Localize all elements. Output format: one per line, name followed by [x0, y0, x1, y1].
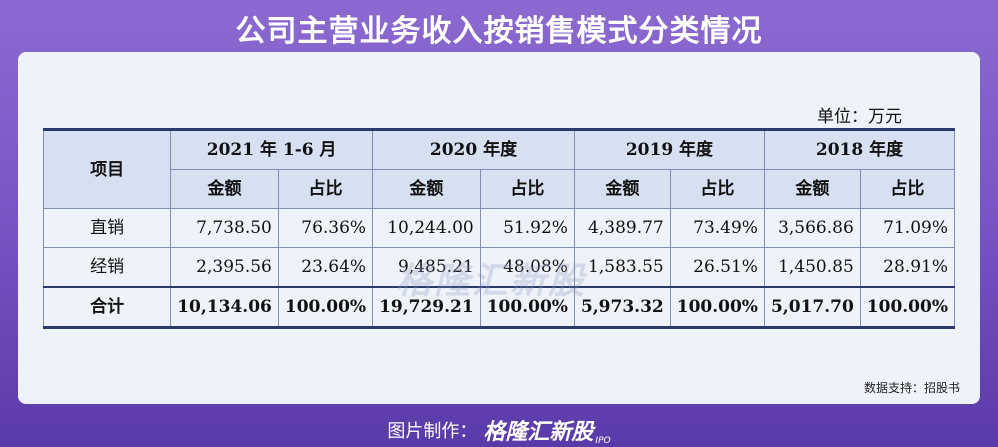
table-row-total: 合计 10,134.06 100.00% 19,729.21 100.00% 5… — [42, 286, 956, 329]
watermark: 格隆汇新股 — [396, 261, 587, 302]
cell: 9,485.21 — [372, 247, 481, 288]
cell: 100.00% — [859, 286, 956, 329]
cell: 73.49% — [669, 208, 765, 248]
cell: 4,389.77 — [573, 208, 671, 248]
source-note: 数据支持：招股书 — [863, 381, 960, 395]
cell: 2,395.56 — [170, 247, 279, 288]
period-header: 2019 年度 — [573, 128, 765, 170]
cell: 28.91% — [859, 247, 956, 288]
cell: 10,244.00 — [372, 208, 481, 248]
cell: 100.00% — [277, 286, 374, 329]
revenue-table: 项目 2021 年 1-6 月 2020 年度 2019 年度 2018 年度 … — [42, 128, 956, 329]
period-header: 2020 年度 — [372, 128, 575, 170]
row-label: 经销 — [42, 247, 172, 288]
header-row-sub: 金额 占比 金额 占比 金额 占比 金额 占比 — [44, 169, 956, 209]
table-row: 经销 2,395.56 23.64% 9,485.21 48.08% 1,583… — [42, 247, 956, 288]
cell: 76.36% — [277, 208, 374, 248]
ratio-header: 占比 — [669, 169, 765, 209]
amount-header: 金额 — [573, 169, 671, 209]
row-label: 合计 — [42, 286, 172, 329]
cell: 19,729.21 — [372, 286, 481, 329]
period-header: 2018 年度 — [763, 128, 956, 170]
cell: 5,017.70 — [763, 286, 861, 329]
brand-logo: 格隆汇新股 — [483, 420, 594, 445]
cell: 51.92% — [479, 208, 575, 248]
item-header: 项目 — [42, 128, 172, 209]
ratio-header: 占比 — [859, 169, 956, 209]
amount-header: 金额 — [763, 169, 861, 209]
row-label: 直销 — [42, 208, 172, 248]
cell: 1,583.55 — [573, 247, 671, 288]
cell: 3,566.86 — [763, 208, 861, 248]
footer-label: 图片制作： — [387, 421, 478, 442]
content-card: 单位：万元 项目 2021 年 1-6 月 2020 年度 2019 年度 20… — [18, 52, 980, 404]
cell: 7,738.50 — [170, 208, 279, 248]
header-row-periods: 项目 2021 年 1-6 月 2020 年度 2019 年度 2018 年度 — [42, 128, 956, 209]
amount-header: 金额 — [372, 169, 481, 209]
cell: 100.00% — [669, 286, 765, 329]
cell: 5,973.32 — [573, 286, 671, 329]
period-header: 2021 年 1-6 月 — [170, 128, 374, 170]
unit-label: 单位：万元 — [817, 107, 902, 127]
page-title: 公司主营业务收入按销售模式分类情况 — [235, 14, 763, 49]
cell: 100.00% — [479, 286, 575, 329]
cell: 26.51% — [669, 247, 765, 288]
cell: 23.64% — [277, 247, 374, 288]
amount-header: 金额 — [170, 169, 279, 209]
cell: 10,134.06 — [170, 286, 279, 329]
ratio-header: 占比 — [479, 169, 575, 209]
ratio-header: 占比 — [277, 169, 374, 209]
cell: 71.09% — [859, 208, 956, 248]
table-row: 直销 7,738.50 76.36% 10,244.00 51.92% 4,38… — [42, 208, 956, 248]
brand-suffix: IPO — [595, 436, 611, 446]
footer: 图片制作： 格隆汇新股 IPO — [0, 414, 998, 446]
cell: 1,450.85 — [763, 247, 861, 288]
